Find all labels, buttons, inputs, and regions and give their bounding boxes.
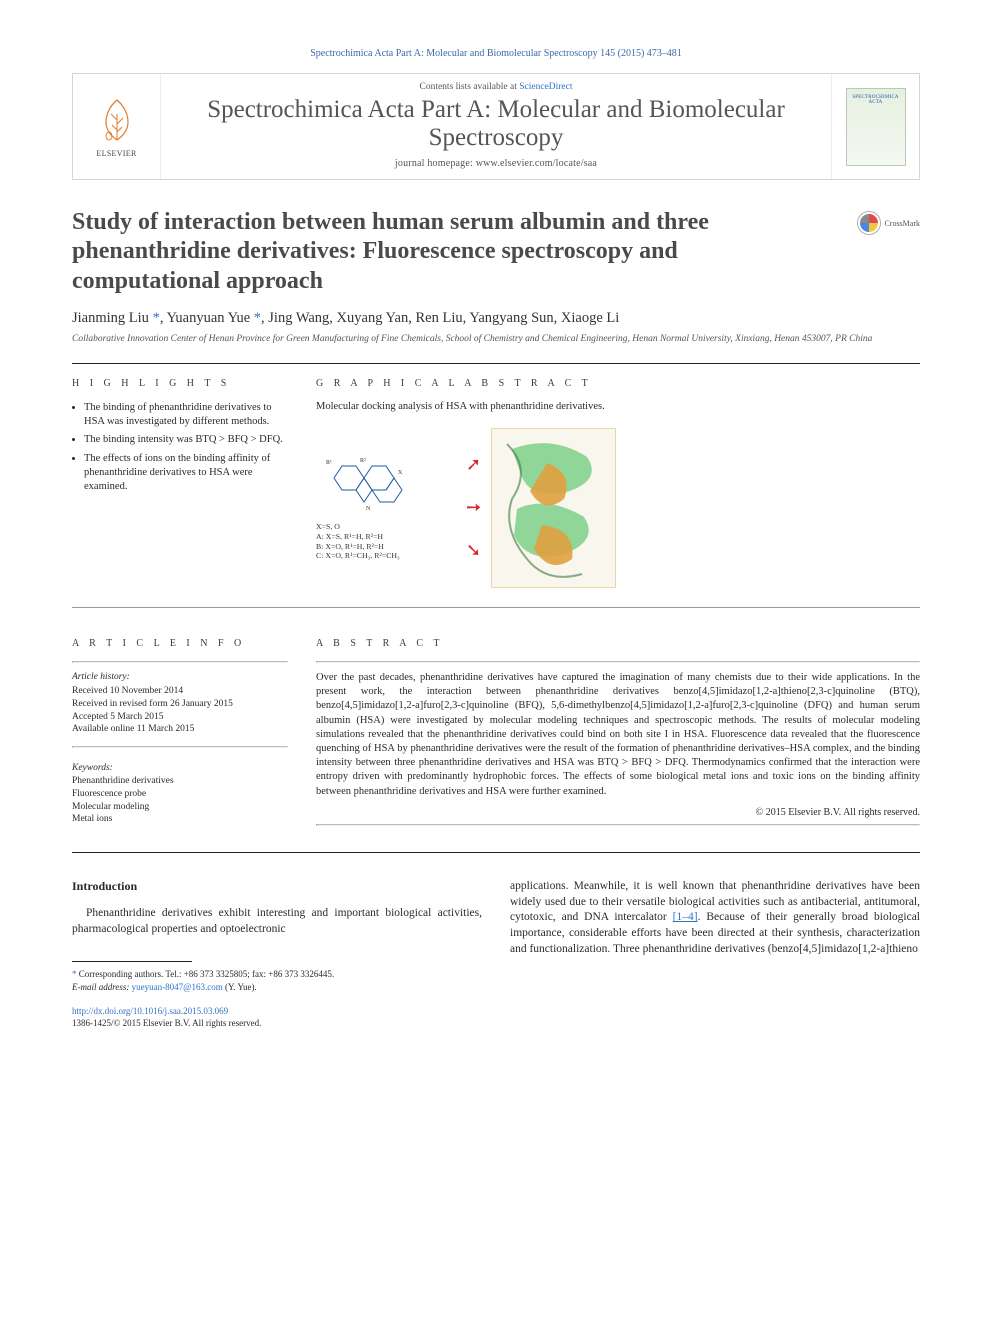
corr-mark-1[interactable]: * xyxy=(254,310,261,326)
arrow-icon: ➘ xyxy=(466,540,481,561)
article-title: Study of interaction between human serum… xyxy=(72,208,792,296)
article-info-block: A R T I C L E I N F O Article history: R… xyxy=(72,638,288,834)
body-columns: Introduction Phenanthridine derivatives … xyxy=(72,879,920,1029)
ga-arrows: ➚ ➙ ➘ xyxy=(466,454,481,561)
info-rule xyxy=(72,661,288,663)
protein-render xyxy=(491,428,616,588)
struct-label-1: A: X=S, R¹=H, R²=H xyxy=(316,532,456,542)
protein-ribbon-icon xyxy=(492,429,616,588)
sciencedirect-link[interactable]: ScienceDirect xyxy=(519,82,572,92)
doi-block: http://dx.doi.org/10.1016/j.saa.2015.03.… xyxy=(72,1005,482,1029)
svg-text:N: N xyxy=(366,506,371,512)
abstract-rule-bottom xyxy=(316,824,920,826)
keywords-label: Keywords: xyxy=(72,762,288,775)
issn-line: 1386-1425/© 2015 Elsevier B.V. All right… xyxy=(72,1017,482,1029)
keyword-item: Metal ions xyxy=(72,813,288,826)
highlights-block: H I G H L I G H T S The binding of phena… xyxy=(72,378,288,595)
author-3: Xuyang Yan xyxy=(337,310,409,326)
arrow-icon: ➙ xyxy=(466,497,481,518)
history-label: Article history: xyxy=(72,671,288,684)
author-list: Jianming Liu *, Yuanyuan Yue *, Jing Wan… xyxy=(72,310,920,327)
publisher-logo-cell: ELSEVIER xyxy=(73,74,161,179)
article-info-label: A R T I C L E I N F O xyxy=(72,638,288,649)
corr-footnote: * Corresponding authors. Tel.: +86 373 3… xyxy=(72,968,482,980)
crossmark-badge[interactable]: CrossMark xyxy=(858,212,920,234)
crossmark-icon xyxy=(858,212,880,234)
highlight-item: The effects of ions on the binding affin… xyxy=(84,452,288,495)
elsevier-logo: ELSEVIER xyxy=(96,96,138,158)
footnote-separator xyxy=(72,961,192,962)
affiliation: Collaborative Innovation Center of Henan… xyxy=(72,333,920,345)
structure-drawing: R¹ R² X N X=S, O A: X=S, R¹=H, R²=H B: X… xyxy=(316,454,456,561)
doi-link[interactable]: http://dx.doi.org/10.1016/j.saa.2015.03.… xyxy=(72,1006,228,1016)
history-item: Available online 11 March 2015 xyxy=(72,723,288,736)
email-suffix: (Y. Yue). xyxy=(225,982,257,992)
running-head: Spectrochimica Acta Part A: Molecular an… xyxy=(72,48,920,59)
svg-text:R¹: R¹ xyxy=(326,460,332,466)
cover-title: SPECTROCHIMICA ACTA xyxy=(847,95,905,105)
email-footnote: E-mail address: yueyuan-8047@163.com (Y.… xyxy=(72,981,482,993)
title-rule xyxy=(72,363,920,364)
graphical-abstract-caption: Molecular docking analysis of HSA with p… xyxy=(316,401,920,412)
body-col-right: applications. Meanwhile, it is well know… xyxy=(510,879,920,1029)
star-icon: * xyxy=(72,969,79,979)
svg-text:R²: R² xyxy=(360,458,366,464)
keyword-item: Phenanthridine derivatives xyxy=(72,775,288,788)
info-rule xyxy=(72,746,288,748)
struct-label-2: B: X=O, R¹=H, R²=H xyxy=(316,542,456,552)
abstract-block: A B S T R A C T Over the past decades, p… xyxy=(316,638,920,834)
contents-prefix: Contents lists available at xyxy=(419,82,519,92)
struct-label-0: X=S, O xyxy=(316,522,456,532)
highlights-label: H I G H L I G H T S xyxy=(72,378,288,389)
journal-name: Spectrochimica Acta Part A: Molecular an… xyxy=(171,96,821,152)
crossmark-label: CrossMark xyxy=(884,219,920,228)
intro-para-right: applications. Meanwhile, it is well know… xyxy=(510,879,920,958)
highlights-list: The binding of phenanthridine derivative… xyxy=(72,401,288,494)
graphical-abstract-block: G R A P H I C A L A B S T R A C T Molecu… xyxy=(316,378,920,595)
graphical-abstract-figure: R¹ R² X N X=S, O A: X=S, R¹=H, R²=H B: X… xyxy=(316,420,920,595)
keyword-item: Molecular modeling xyxy=(72,801,288,814)
arrow-icon: ➚ xyxy=(466,454,481,475)
intro-heading: Introduction xyxy=(72,879,482,894)
corr-mark-0[interactable]: * xyxy=(153,310,160,326)
email-label: E-mail address: xyxy=(72,982,129,992)
graphical-abstract-label: G R A P H I C A L A B S T R A C T xyxy=(316,378,920,389)
mid-rule xyxy=(72,607,920,608)
email-link[interactable]: yueyuan-8047@163.com xyxy=(132,982,223,992)
abstract-text: Over the past decades, phenanthridine de… xyxy=(316,671,920,799)
cover-thumb-cell: SPECTROCHIMICA ACTA xyxy=(831,74,919,179)
body-col-left: Introduction Phenanthridine derivatives … xyxy=(72,879,482,1029)
journal-masthead: ELSEVIER Contents lists available at Sci… xyxy=(72,73,920,180)
abstract-rule-top xyxy=(316,661,920,663)
body-rule xyxy=(72,852,920,853)
history-item: Accepted 5 March 2015 xyxy=(72,711,288,724)
elsevier-tree-icon xyxy=(96,96,138,142)
author-5: Yangyang Sun xyxy=(469,310,553,326)
abstract-label: A B S T R A C T xyxy=(316,638,920,649)
fused-ring-icon: R¹ R² X N xyxy=(316,454,416,514)
author-2: Jing Wang xyxy=(268,310,329,326)
author-0: Jianming Liu xyxy=(72,310,149,326)
highlight-item: The binding of phenanthridine derivative… xyxy=(84,401,288,429)
journal-homepage: journal homepage: www.elsevier.com/locat… xyxy=(171,158,821,169)
struct-label-3: C: X=O, R¹=CH₃, R²=CH₃ xyxy=(316,551,456,561)
keyword-item: Fluorescence probe xyxy=(72,788,288,801)
history-item: Received 10 November 2014 xyxy=(72,685,288,698)
author-4: Ren Liu xyxy=(415,310,462,326)
contents-line: Contents lists available at ScienceDirec… xyxy=(171,82,821,92)
author-6: Xiaoge Li xyxy=(561,310,619,326)
structure-labels: X=S, O A: X=S, R¹=H, R²=H B: X=O, R¹=H, … xyxy=(316,522,456,561)
journal-cover-thumb: SPECTROCHIMICA ACTA xyxy=(846,88,906,166)
ref-link-1-4[interactable]: [1–4] xyxy=(673,911,698,923)
footnotes: * Corresponding authors. Tel.: +86 373 3… xyxy=(72,968,482,992)
svg-text:X: X xyxy=(398,470,403,476)
publisher-name: ELSEVIER xyxy=(96,149,138,158)
abstract-copyright: © 2015 Elsevier B.V. All rights reserved… xyxy=(316,807,920,818)
corr-text: Corresponding authors. Tel.: +86 373 332… xyxy=(79,969,334,979)
masthead-center: Contents lists available at ScienceDirec… xyxy=(161,74,831,179)
author-1: Yuanyuan Yue xyxy=(167,310,251,326)
intro-para-left: Phenanthridine derivatives exhibit inter… xyxy=(72,906,482,938)
highlight-item: The binding intensity was BTQ > BFQ > DF… xyxy=(84,433,288,447)
history-item: Received in revised form 26 January 2015 xyxy=(72,698,288,711)
